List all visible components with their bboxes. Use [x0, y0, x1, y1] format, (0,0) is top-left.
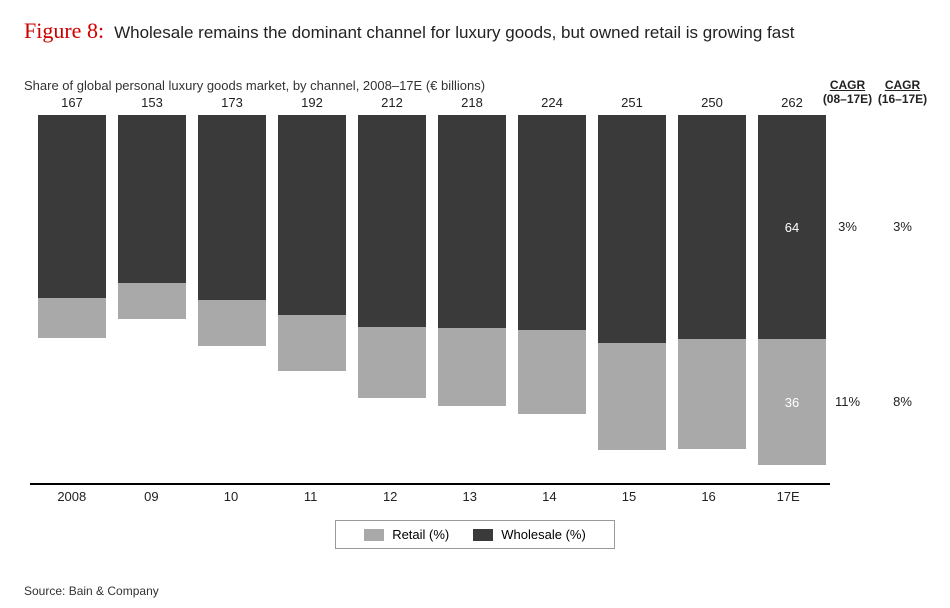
chart-area: 1671531731922122182242512502626436	[30, 115, 926, 485]
cagr-header: CAGR (08–17E) CAGR (16–17E)	[820, 78, 930, 106]
bar-slot: 250	[678, 115, 746, 483]
bar-segment-retail	[118, 283, 186, 320]
bar-segment-wholesale	[358, 115, 426, 327]
bar-total-label: 251	[598, 95, 666, 110]
stacked-bar: 167	[38, 115, 106, 338]
bar-segment-retail	[518, 330, 586, 414]
bar-segment-retail	[198, 300, 266, 346]
stacked-bar: 192	[278, 115, 346, 371]
bar-total-label: 192	[278, 95, 346, 110]
x-axis-tick: 12	[356, 489, 424, 504]
x-axis-tick: 14	[516, 489, 584, 504]
bar-overlay-retail: 36	[785, 395, 799, 410]
cagr-header-1: CAGR	[820, 78, 875, 92]
bar-segment-retail	[438, 328, 506, 407]
bar-segment-wholesale	[38, 115, 106, 298]
bar-total-label: 167	[38, 95, 106, 110]
bar-total-label: 153	[118, 95, 186, 110]
bar-total-label: 262	[758, 95, 826, 110]
legend-swatch-wholesale	[473, 529, 493, 541]
bar-total-label: 224	[518, 95, 586, 110]
bar-segment-wholesale: 64	[758, 115, 826, 339]
bar-segment-retail	[278, 315, 346, 371]
chart-subtitle: Share of global personal luxury goods ma…	[24, 78, 926, 93]
figure-title-row: Figure 8: Wholesale remains the dominant…	[24, 18, 926, 44]
bar-slot: 224	[518, 115, 586, 483]
cagr-wholesale-row: 3% 3%	[820, 219, 930, 234]
bar-segment-wholesale	[278, 115, 346, 315]
bar-total-label: 212	[358, 95, 426, 110]
legend-item-wholesale: Wholesale (%)	[473, 527, 586, 542]
chart-source: Source: Bain & Company	[24, 584, 159, 598]
stacked-bar: 212	[358, 115, 426, 398]
cagr-sub-2: (16–17E)	[875, 92, 930, 106]
cagr-retail-16-17: 8%	[875, 394, 930, 409]
legend-label-retail: Retail (%)	[392, 527, 449, 542]
bar-slot: 218	[438, 115, 506, 483]
bar-segment-wholesale	[118, 115, 186, 283]
stacked-bar: 250	[678, 115, 746, 449]
figure-title: Wholesale remains the dominant channel f…	[114, 23, 794, 43]
bar-total-label: 218	[438, 95, 506, 110]
bar-slot: 192	[278, 115, 346, 483]
bar-segment-wholesale	[438, 115, 506, 328]
bar-segment-wholesale	[678, 115, 746, 339]
x-axis-tick: 09	[118, 489, 186, 504]
bar-slot: 173	[198, 115, 266, 483]
bar-slot: 153	[118, 115, 186, 483]
cagr-wholesale-16-17: 3%	[875, 219, 930, 234]
cagr-header-2: CAGR	[875, 78, 930, 92]
x-axis-tick: 13	[436, 489, 504, 504]
stacked-bar: 218	[438, 115, 506, 406]
legend-label-wholesale: Wholesale (%)	[501, 527, 586, 542]
stacked-bar: 153	[118, 115, 186, 319]
stacked-bar: 2626436	[758, 115, 826, 465]
bar-segment-retail	[678, 339, 746, 449]
bar-segment-wholesale	[198, 115, 266, 300]
x-axis-tick: 16	[675, 489, 743, 504]
cagr-retail-08-17: 11%	[820, 394, 875, 409]
bar-segment-retail: 36	[758, 339, 826, 465]
bar-slot: 251	[598, 115, 666, 483]
x-axis-tick: 2008	[38, 489, 106, 504]
bar-segment-wholesale	[518, 115, 586, 330]
bar-overlay-wholesale: 64	[785, 220, 799, 235]
figure-label: Figure 8:	[24, 18, 104, 44]
x-axis-tick: 15	[595, 489, 663, 504]
cagr-sub-1: (08–17E)	[820, 92, 875, 106]
x-axis-tick: 11	[277, 489, 345, 504]
bar-segment-retail	[598, 343, 666, 450]
x-axis: 2008 09 10 11 12 13 14 15 16 17E	[30, 489, 830, 504]
bar-slot: 167	[38, 115, 106, 483]
x-axis-tick: 10	[197, 489, 265, 504]
bar-slot: 2626436	[758, 115, 826, 483]
stacked-bar: 173	[198, 115, 266, 346]
legend-swatch-retail	[364, 529, 384, 541]
bar-total-label: 173	[198, 95, 266, 110]
cagr-retail-row: 11% 8%	[820, 394, 930, 409]
bar-segment-wholesale	[598, 115, 666, 343]
stacked-bar: 224	[518, 115, 586, 414]
stacked-bar: 251	[598, 115, 666, 450]
chart-plot: 1671531731922122182242512502626436	[30, 115, 830, 485]
bar-total-label: 250	[678, 95, 746, 110]
bar-segment-retail	[38, 298, 106, 338]
legend-item-retail: Retail (%)	[364, 527, 449, 542]
x-axis-tick: 17E	[754, 489, 822, 504]
cagr-wholesale-08-17: 3%	[820, 219, 875, 234]
bar-slot: 212	[358, 115, 426, 483]
bar-segment-retail	[358, 327, 426, 398]
chart-legend: Retail (%) Wholesale (%)	[335, 520, 615, 549]
